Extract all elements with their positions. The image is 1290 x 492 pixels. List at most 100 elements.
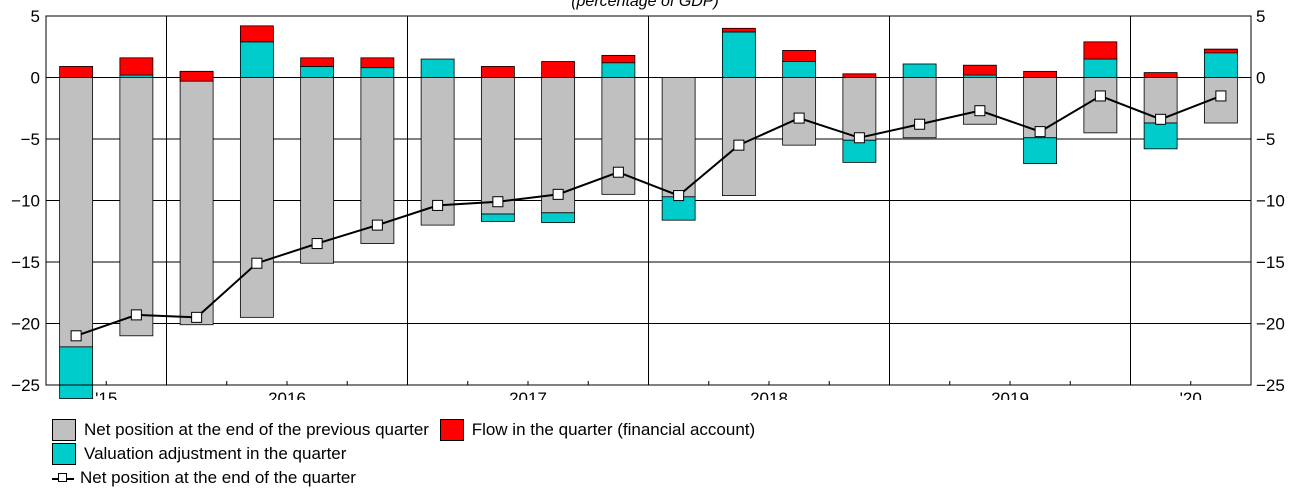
end-position-marker [612, 166, 624, 178]
bar-previous-position [59, 77, 94, 348]
end-position-marker [1094, 90, 1106, 102]
bar-valuation [601, 62, 636, 78]
bar-flow [239, 25, 274, 43]
legend-label-previous: Net position at the end of the previous … [84, 420, 429, 439]
bar-valuation [1023, 137, 1058, 165]
y-tick-label-right: −25 [1256, 376, 1285, 395]
bar-valuation [782, 61, 817, 78]
bar-previous-position [179, 77, 214, 326]
bar-valuation [902, 63, 937, 78]
bar-flow [962, 64, 997, 76]
bar-valuation [541, 212, 576, 224]
y-tick-label-right: −20 [1256, 315, 1285, 334]
legend-item-flow: Flow in the quarter (financial account) [439, 418, 756, 442]
bar-previous-position [962, 77, 997, 125]
end-position-marker [1215, 90, 1227, 102]
legend-label-end-position: Net position at the end of the quarter [80, 468, 356, 487]
chart-subtitle: (percentage of GDP) [571, 0, 719, 10]
bar-valuation [480, 213, 515, 222]
end-position-marker [191, 311, 203, 323]
y-tick-label-right: −5 [1256, 130, 1275, 149]
legend-swatch-valuation [52, 443, 76, 465]
end-position-polyline [75, 94, 1222, 337]
y-tick-label-left: −20 [11, 315, 40, 334]
bar-valuation [721, 31, 756, 78]
bar-valuation [1203, 48, 1238, 78]
grid-lines [46, 16, 1251, 385]
y-tick-label-right: 5 [1256, 7, 1265, 26]
bar-previous-position [360, 77, 395, 244]
bar-flow [541, 61, 576, 78]
bar-valuation [842, 139, 877, 163]
bar-previous-position [842, 77, 877, 141]
bar-flow [1023, 70, 1058, 78]
bar-flow [782, 50, 817, 62]
end-position-marker [432, 199, 444, 211]
end-position-marker [733, 139, 745, 151]
end-position-marker [974, 105, 986, 117]
bar-previous-position [661, 77, 696, 198]
end-position-marker [552, 188, 564, 200]
bar-flow [300, 57, 335, 67]
bar-previous-position [782, 77, 817, 146]
end-position-line [70, 90, 1227, 342]
chart-canvas: 5 5 0 0 −5 −5 −10 −10 −15 −15 −20 −20 −25 −25 '15 2016 2… [11, 0, 1285, 400]
bar-previous-position [300, 77, 335, 264]
bar-valuation [59, 346, 94, 399]
bar-previous-position [420, 77, 455, 226]
bar-valuation [300, 66, 335, 78]
end-position-marker [251, 257, 263, 269]
bar-flow [601, 54, 636, 64]
bar-flow [360, 57, 395, 69]
end-position-marker [492, 196, 504, 208]
bar-flow [721, 27, 756, 33]
end-position-marker [1034, 126, 1046, 138]
bar-flow [1143, 72, 1178, 78]
axis-ticks: 5 5 0 0 −5 −5 −10 −10 −15 −15 −20 −20 −25 −25 '15 2016 2… [11, 7, 1285, 400]
legend-line-marker-icon [52, 471, 74, 485]
bar-flow [59, 66, 94, 78]
y-tick-label-left: −10 [11, 192, 40, 211]
end-position-marker [371, 219, 383, 231]
legend-item-valuation: Valuation adjustment in the quarter [52, 442, 346, 466]
bar-previous-position [480, 77, 515, 215]
end-position-marker [793, 112, 805, 124]
bar-flow [119, 57, 154, 76]
end-position-marker [673, 190, 685, 202]
x-tick-label: 2019 [991, 389, 1029, 400]
legend-swatch-flow [439, 419, 464, 441]
end-position-marker [311, 238, 323, 250]
y-tick-label-right: 0 [1256, 69, 1265, 88]
end-position-marker [853, 132, 865, 144]
legend-row-3: Net position at the end of the quarter [52, 466, 362, 490]
legend-label-flow: Flow in the quarter (financial account) [471, 420, 756, 439]
bar-valuation [420, 58, 455, 78]
y-tick-label-left: −15 [11, 253, 40, 272]
bar-flow [480, 66, 515, 78]
bar-flow [1203, 48, 1238, 54]
legend-row-2: Valuation adjustment in the quarter [52, 442, 352, 466]
y-tick-label-left: 0 [31, 69, 40, 88]
end-position-marker [130, 309, 142, 321]
y-tick-label-left: 5 [31, 7, 40, 26]
legend-item-previous: Net position at the end of the previous … [52, 418, 429, 442]
legend-label-valuation: Valuation adjustment in the quarter [84, 444, 347, 463]
x-tick-label: 2016 [268, 389, 306, 400]
y-tick-label-right: −15 [1256, 253, 1285, 272]
bar-flow [842, 73, 877, 78]
bar-previous-position [119, 77, 154, 337]
end-position-marker [1155, 113, 1167, 125]
x-tick-label: 2018 [750, 389, 788, 400]
bar-valuation [239, 41, 274, 78]
y-tick-label-left: −25 [11, 376, 40, 395]
legend-swatch-previous [52, 419, 76, 441]
x-tick-label: '15 [95, 389, 117, 400]
bar-previous-position [239, 77, 274, 318]
y-tick-label-left: −5 [21, 130, 40, 149]
legend-item-end-position: Net position at the end of the quarter [52, 466, 356, 490]
bar-flow [179, 70, 214, 82]
y-tick-label-right: −10 [1256, 192, 1285, 211]
bar-previous-position [1083, 77, 1118, 134]
x-tick-label: '20 [1180, 389, 1202, 400]
x-tick-label: 2017 [509, 389, 547, 400]
